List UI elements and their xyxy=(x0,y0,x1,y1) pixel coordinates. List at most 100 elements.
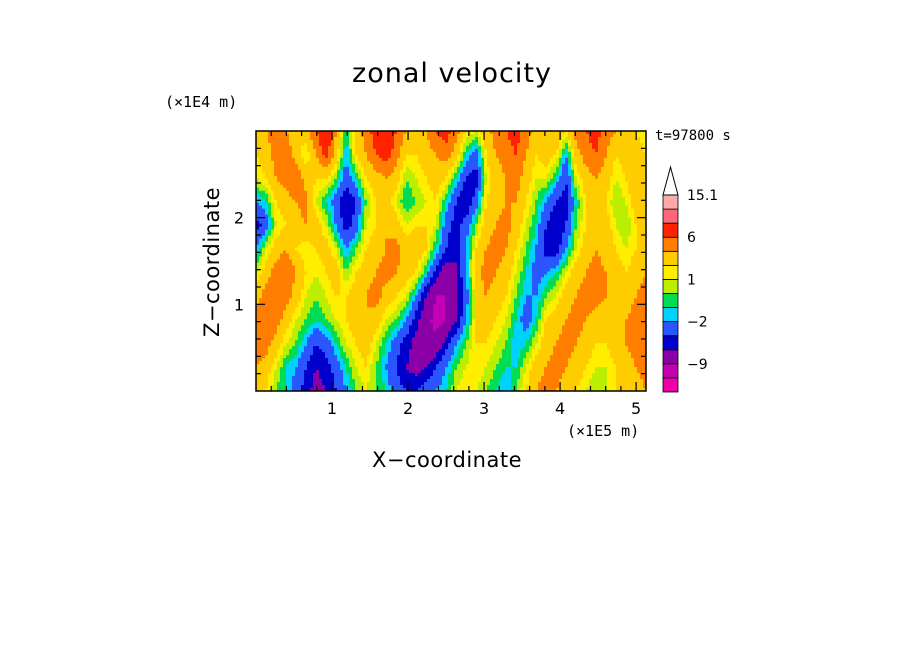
heatmap-field xyxy=(256,131,646,391)
heatmap-cell xyxy=(460,178,464,183)
heatmap-cell xyxy=(553,166,557,171)
heatmap-cell xyxy=(259,178,263,183)
heatmap-cell xyxy=(262,133,266,138)
heatmap-cell xyxy=(310,151,314,156)
heatmap-cell xyxy=(631,154,635,159)
heatmap-cell xyxy=(310,145,314,150)
heatmap-cell xyxy=(610,148,614,153)
heatmap-cell xyxy=(319,142,323,147)
heatmap-cell xyxy=(562,175,566,180)
heatmap-cell xyxy=(439,181,443,186)
heatmap-cell xyxy=(520,187,524,192)
heatmap-cell xyxy=(352,142,356,147)
heatmap-cell xyxy=(574,190,578,195)
heatmap-cell xyxy=(544,181,548,186)
heatmap-cell xyxy=(436,190,440,195)
heatmap-cell xyxy=(277,181,281,186)
heatmap-cell xyxy=(349,148,353,153)
heatmap-cell xyxy=(373,175,377,180)
heatmap-cell xyxy=(367,142,371,147)
heatmap-cell xyxy=(556,166,560,171)
heatmap-cell xyxy=(487,160,491,165)
heatmap-cell xyxy=(565,154,569,159)
heatmap-cell xyxy=(550,181,554,186)
heatmap-cell xyxy=(388,136,392,141)
heatmap-cell xyxy=(313,151,317,156)
heatmap-cell xyxy=(454,157,458,162)
heatmap-cell xyxy=(550,160,554,165)
heatmap-cell xyxy=(559,184,563,189)
heatmap-cell xyxy=(487,169,491,174)
heatmap-cell xyxy=(538,190,542,195)
heatmap-cell xyxy=(460,163,464,168)
heatmap-cell xyxy=(574,184,578,189)
heatmap-cell xyxy=(268,184,272,189)
heatmap-cell xyxy=(586,166,590,171)
heatmap-cell xyxy=(583,131,587,135)
heatmap-cell xyxy=(439,178,443,183)
heatmap-cell xyxy=(598,181,602,186)
heatmap-cell xyxy=(622,136,626,141)
heatmap-cell xyxy=(469,131,473,135)
heatmap-cell xyxy=(265,193,269,198)
heatmap-cell xyxy=(454,160,458,165)
heatmap-cell xyxy=(550,136,554,141)
heatmap-cell xyxy=(505,133,509,138)
heatmap-cell xyxy=(313,154,317,159)
heatmap-cell xyxy=(535,190,539,195)
heatmap-cell xyxy=(616,187,620,192)
heatmap-cell xyxy=(616,160,620,165)
heatmap-cell xyxy=(358,151,362,156)
heatmap-cell xyxy=(415,157,419,162)
heatmap-cell xyxy=(385,157,389,162)
heatmap-cell xyxy=(529,187,533,192)
heatmap-cell xyxy=(493,136,497,141)
heatmap-cell xyxy=(628,145,632,150)
heatmap-cell xyxy=(364,131,368,135)
heatmap-cell xyxy=(280,184,284,189)
heatmap-cell xyxy=(481,163,485,168)
heatmap-cell xyxy=(547,139,551,144)
heatmap-cell xyxy=(301,172,305,177)
heatmap-cell xyxy=(580,190,584,195)
heatmap-cell xyxy=(463,142,467,147)
heatmap-cell xyxy=(466,133,470,138)
heatmap-cell xyxy=(640,184,644,189)
heatmap-cell xyxy=(304,181,308,186)
heatmap-cell xyxy=(511,175,515,180)
heatmap-cell xyxy=(571,181,575,186)
heatmap-cell xyxy=(484,166,488,171)
heatmap-cell xyxy=(454,178,458,183)
heatmap-cell xyxy=(322,163,326,168)
heatmap-cell xyxy=(622,184,626,189)
heatmap-cell xyxy=(466,172,470,177)
heatmap-cell xyxy=(517,184,521,189)
heatmap-cell xyxy=(601,148,605,153)
heatmap-cell xyxy=(544,175,548,180)
heatmap-cell xyxy=(301,181,305,186)
heatmap-cell xyxy=(292,181,296,186)
heatmap-cell xyxy=(283,145,287,150)
heatmap-cell xyxy=(349,145,353,150)
heatmap-cell xyxy=(388,145,392,150)
heatmap-cell xyxy=(472,166,476,171)
heatmap-cell xyxy=(616,172,620,177)
heatmap-cell xyxy=(481,145,485,150)
heatmap-cell xyxy=(295,169,299,174)
heatmap-cell xyxy=(517,160,521,165)
heatmap-cell xyxy=(325,145,329,150)
heatmap-cell xyxy=(334,190,338,195)
heatmap-cell xyxy=(634,160,638,165)
heatmap-cell xyxy=(469,157,473,162)
heatmap-cell xyxy=(640,142,644,147)
heatmap-cell xyxy=(442,131,446,135)
heatmap-cell xyxy=(403,131,407,135)
heatmap-cell xyxy=(409,148,413,153)
heatmap-cell xyxy=(307,160,311,165)
heatmap-cell xyxy=(532,175,536,180)
heatmap-cell xyxy=(391,187,395,192)
heatmap-cell xyxy=(496,190,500,195)
heatmap-cell xyxy=(493,181,497,186)
heatmap-cell xyxy=(334,151,338,156)
heatmap-cell xyxy=(607,172,611,177)
